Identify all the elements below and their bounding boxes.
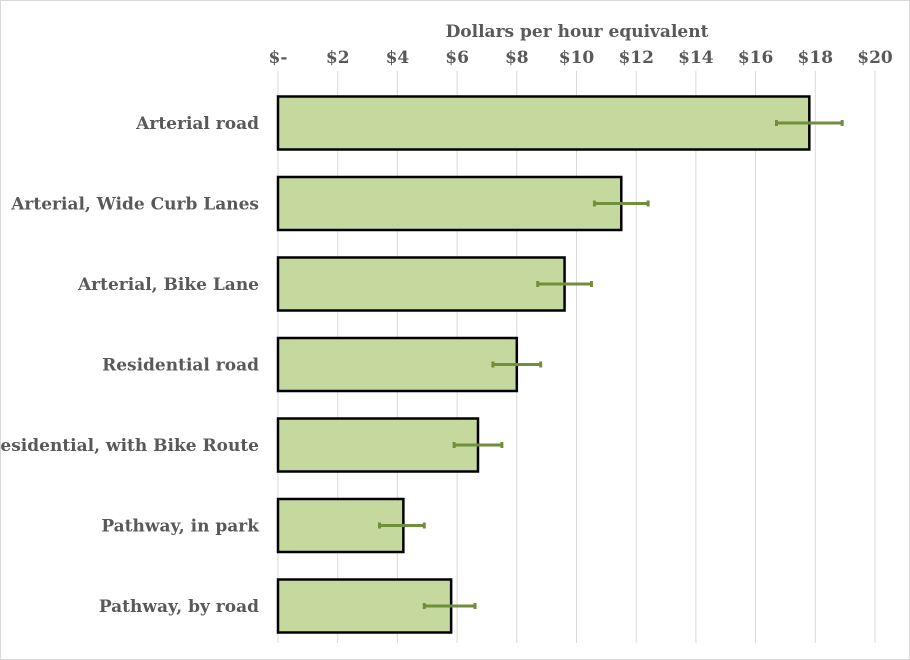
error-bar: [491, 361, 543, 368]
x-tick-label: $2: [326, 48, 350, 68]
x-tick-label: $12: [618, 48, 654, 68]
bar: [276, 175, 623, 232]
x-tick-label: $4: [386, 48, 410, 68]
bar: [276, 417, 480, 473]
category-label: Arterial road: [135, 114, 259, 134]
bar: [276, 336, 519, 393]
category-label: Residential road: [102, 356, 259, 376]
error-bar: [592, 200, 650, 207]
x-tick-label: $10: [559, 48, 595, 68]
x-tick-labels: $- $2 $4 $6 $8 $10 $12 $14 $16 $18 $20: [269, 48, 893, 68]
error-bars: [377, 120, 844, 609]
x-tick-label: $8: [505, 48, 529, 68]
error-bar: [422, 603, 477, 609]
category-label: Pathway, in park: [101, 517, 260, 537]
category-label: Arterial, Wide Curb Lanes: [10, 195, 259, 215]
error-bar: [377, 522, 426, 529]
x-tick-label: $6: [445, 48, 469, 68]
x-tick-label: $18: [798, 48, 834, 68]
category-labels: Arterial road Arterial, Wide Curb Lanes Ar…: [1, 114, 260, 617]
category-label: Pathway, by road: [99, 597, 259, 617]
bar: [276, 95, 811, 151]
x-axis-title: Dollars per hour equivalent: [446, 22, 709, 42]
category-label: Residential, with Bike Route: [1, 436, 259, 456]
x-tick-label: $-: [269, 48, 288, 68]
x-tick-label: $16: [738, 48, 774, 68]
error-bar: [536, 281, 593, 287]
bar: [276, 256, 566, 312]
category-label: Arterial, Bike Lane: [77, 275, 259, 295]
error-bar: [452, 442, 504, 448]
bars: [276, 95, 811, 634]
error-bar: [774, 120, 844, 126]
x-tick-label: $20: [857, 48, 893, 68]
x-tick-label: $14: [678, 48, 714, 68]
bar: [276, 578, 453, 634]
